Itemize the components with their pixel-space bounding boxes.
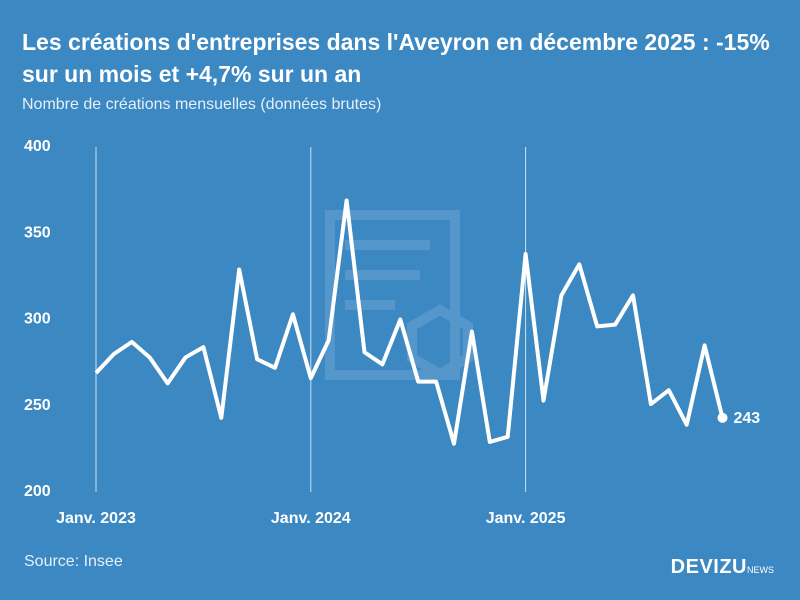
y-tick-label: 400 xyxy=(24,138,51,155)
y-tick-label: 250 xyxy=(24,397,51,414)
y-tick-label: 350 xyxy=(24,224,51,241)
brand: DEVIZUNEWS xyxy=(671,556,774,579)
end-label: 243 xyxy=(734,410,761,427)
x-tick-label: Janv. 2025 xyxy=(486,510,566,527)
source: Source: Insee xyxy=(24,553,123,570)
brand-name: DEVIZU xyxy=(670,556,747,578)
brand-suffix: NEWS xyxy=(747,565,774,575)
watermark xyxy=(325,210,473,380)
chart-title: Les créations d'entreprises dans l'Aveyr… xyxy=(22,29,770,87)
x-tick-label: Janv. 2024 xyxy=(271,510,351,527)
line xyxy=(94,198,725,446)
y-tick-label: 300 xyxy=(24,311,51,328)
y-tick-label: 200 xyxy=(24,483,51,500)
chart-subtitle: Nombre de créations mensuelles (données … xyxy=(22,96,382,113)
end-point xyxy=(717,412,728,423)
x-tick-label: Janv. 2023 xyxy=(56,510,136,527)
